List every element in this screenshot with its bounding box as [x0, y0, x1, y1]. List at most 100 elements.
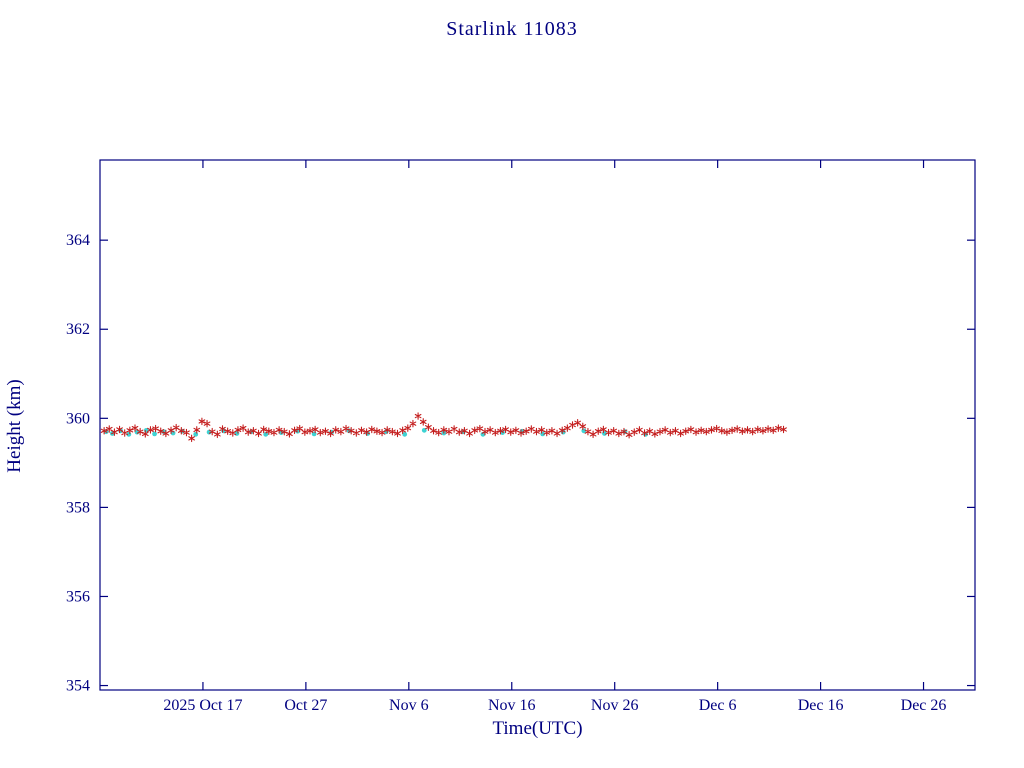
data-point-asterisk: [481, 427, 489, 436]
x-tick-label: Nov 6: [389, 697, 429, 714]
data-point-asterisk: [332, 426, 340, 434]
data-point-asterisk: [327, 429, 334, 438]
data-point-asterisk: [188, 434, 195, 443]
x-tick-label: Nov 16: [488, 697, 536, 714]
chart-title: Starlink 11083: [446, 18, 578, 40]
data-point-asterisk: [322, 427, 329, 435]
data-point-asterisk: [214, 430, 221, 439]
data-point-asterisk: [641, 429, 648, 437]
y-tick-label: 354: [66, 678, 90, 695]
x-tick-label: Dec 6: [699, 697, 737, 714]
data-point-asterisk: [450, 425, 458, 433]
data-point-asterisk: [141, 430, 149, 438]
data-point-asterisk: [347, 427, 355, 435]
data-point-asterisk: [692, 428, 700, 436]
data-point-asterisk: [677, 429, 684, 438]
data-point-asterisk: [419, 418, 427, 426]
data-point-asterisk: [224, 427, 231, 435]
data-point-asterisk: [455, 428, 463, 436]
data-point-asterisk: [219, 425, 226, 433]
data-point-asterisk: [507, 428, 515, 436]
data-point-asterisk: [203, 419, 211, 428]
data-point-asterisk: [316, 428, 324, 437]
y-tick-label: 356: [66, 588, 90, 605]
plot-frame: [99, 159, 976, 691]
data-point-asterisk: [177, 427, 185, 435]
data-point-asterisk: [100, 427, 108, 435]
data-point-asterisk: [399, 426, 406, 435]
data-point-asterisk: [352, 429, 360, 437]
data-point-asterisk: [394, 429, 401, 438]
data-point-asterisk: [527, 425, 535, 433]
data-point-asterisk: [733, 425, 741, 433]
data-point-dot: [402, 431, 408, 437]
data-point-asterisk: [234, 426, 242, 434]
data-point-asterisk: [594, 427, 602, 435]
data-point-asterisk: [193, 426, 201, 434]
data-point-asterisk: [491, 428, 499, 437]
data-point-asterisk: [579, 422, 587, 431]
data-point-asterisk: [116, 425, 123, 434]
data-point-asterisk: [471, 426, 479, 435]
data-point-asterisk: [342, 424, 350, 433]
data-point-asterisk: [373, 427, 381, 435]
data-point-asterisk: [296, 424, 304, 433]
data-point-asterisk: [636, 426, 643, 434]
x-tick-label: Oct 27: [284, 697, 327, 714]
data-point-asterisk: [229, 429, 237, 437]
data-point-asterisk: [749, 427, 756, 436]
data-point-asterisk: [517, 429, 525, 437]
data-point-asterisk: [728, 426, 736, 435]
x-axis-label: Time(UTC): [492, 718, 583, 739]
data-point-dot: [263, 431, 269, 437]
data-point-asterisk: [723, 428, 731, 436]
data-point-asterisk: [404, 424, 412, 432]
data-point-asterisk: [476, 424, 484, 433]
y-tick-label: 364: [66, 232, 90, 249]
data-point-asterisk: [126, 426, 134, 435]
data-point-asterisk: [522, 427, 530, 435]
data-point-asterisk: [389, 427, 396, 436]
data-point-asterisk: [666, 428, 674, 437]
data-point-asterisk: [162, 429, 170, 438]
data-point-asterisk: [265, 427, 273, 435]
data-point-asterisk: [558, 426, 566, 435]
data-point-asterisk: [656, 427, 664, 436]
data-point-asterisk: [718, 427, 726, 435]
data-point-asterisk: [697, 426, 705, 435]
data-point-asterisk: [589, 430, 597, 439]
data-point-asterisk: [286, 430, 293, 438]
data-point-asterisk: [311, 425, 319, 434]
data-point-asterisk: [157, 427, 165, 435]
data-point-asterisk: [615, 429, 623, 438]
data-point-asterisk: [744, 426, 751, 434]
data-point-asterisk: [358, 426, 365, 435]
data-point-asterisk: [708, 426, 715, 434]
data-point-asterisk: [682, 427, 690, 435]
data-point-asterisk: [131, 424, 139, 432]
data-point-asterisk: [739, 427, 746, 435]
x-tick-label: Dec 16: [798, 697, 844, 714]
data-point-asterisk: [600, 425, 607, 434]
data-point-asterisk: [239, 424, 247, 432]
data-point-asterisk: [244, 428, 252, 436]
data-point-asterisk: [620, 427, 628, 436]
data-point-asterisk: [383, 426, 391, 434]
x-tick-label: Nov 26: [591, 697, 639, 714]
data-point-asterisk: [780, 425, 787, 434]
data-point-asterisk: [425, 423, 432, 431]
y-tick-label: 362: [66, 321, 90, 338]
data-point-asterisk: [183, 428, 190, 437]
data-point-asterisk: [764, 425, 772, 433]
x-tick-label: Dec 26: [901, 697, 947, 714]
data-point-asterisk: [466, 429, 473, 438]
data-point-asterisk: [754, 425, 762, 434]
data-point-asterisk: [775, 424, 782, 432]
data-point-asterisk: [533, 427, 540, 436]
data-point-asterisk: [105, 425, 113, 433]
data-point-dot: [152, 431, 157, 437]
y-tick-label: 358: [66, 499, 90, 516]
data-point-asterisk: [306, 427, 314, 435]
data-point-asterisk: [543, 428, 551, 437]
